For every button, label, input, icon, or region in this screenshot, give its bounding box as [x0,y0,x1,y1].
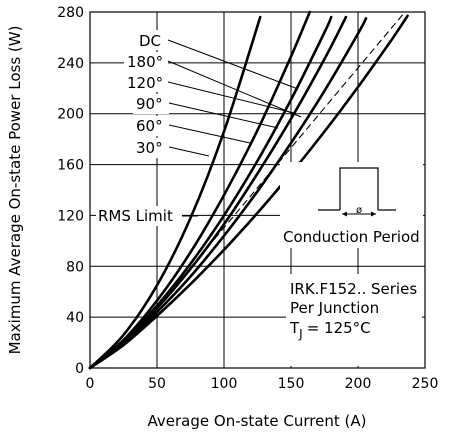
series-curve-0 [88,15,262,370]
series-curve-4 [88,17,368,370]
x-tick-label: 250 [412,376,439,392]
label-90: 90° [136,95,163,113]
curves [88,10,409,370]
y-tick-label: 200 [57,107,84,123]
rms-limit-annotation: RMS Limit [96,206,198,226]
label-dc: DC [139,32,161,50]
per-junction: Per Junction [290,299,379,317]
x-tick-label: 50 [148,376,166,392]
tick-labels: 0 50 100 150 200 250 0 40 80 120 160 200 240 280 [57,5,438,392]
label-120: 120° [127,74,163,92]
junction-temperature: TJ = 125°C [289,319,371,341]
series-curve-5 [88,14,409,370]
label-60: 60° [136,117,163,135]
y-tick-label: 240 [57,56,84,72]
plot-frame [89,11,426,369]
x-axis-title: Average On-state Current (A) [148,412,367,430]
rms-limit-label: RMS Limit [98,207,173,225]
y-axis-title: Maximum Average On-state Power Loss (W) [6,26,24,355]
label-180: 180° [127,53,163,71]
series-curve-3 [88,15,348,370]
series-labels: DC 180° 120° 90° 60° 30° [124,30,302,158]
series-name: IRK.F152.. Series [290,280,417,298]
device-info: IRK.F152.. Series Per Junction TJ = 125°C [286,274,422,366]
x-tick-label: 0 [86,376,95,392]
x-tick-label: 200 [345,376,372,392]
y-tick-label: 80 [66,259,84,275]
conduction-period-label: Conduction Period [283,228,420,246]
y-tick-label: 280 [57,5,84,21]
y-tick-label: 0 [75,361,84,377]
x-tick-label: 150 [278,376,305,392]
label-30: 30° [136,139,163,157]
y-tick-label: 120 [57,208,84,224]
conduction-symbol: ø [356,205,362,216]
y-tick-label: 160 [57,158,84,174]
conduction-period-inset: ø Conduction Period [280,162,423,248]
y-tick-label: 40 [66,310,84,326]
x-tick-label: 100 [211,376,238,392]
